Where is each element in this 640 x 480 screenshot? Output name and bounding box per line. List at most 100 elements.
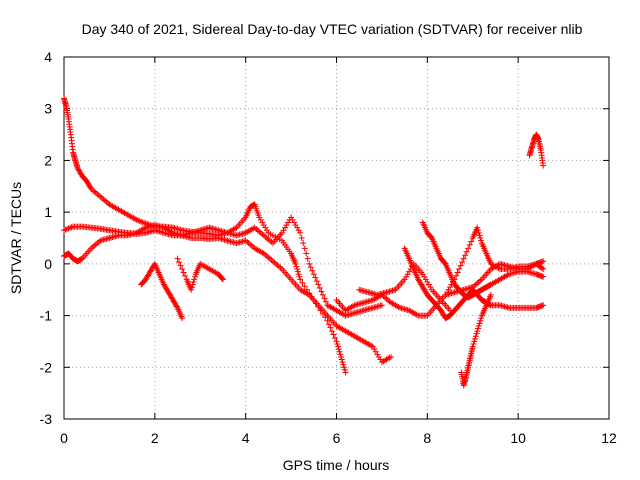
data-point — [333, 338, 340, 345]
series-trace-10 — [458, 291, 494, 389]
y-tick-label: 3 — [44, 101, 52, 117]
data-point — [453, 272, 460, 279]
data-point — [378, 302, 385, 309]
data-point — [294, 266, 301, 273]
data-point — [460, 255, 467, 262]
data-point — [306, 260, 313, 267]
data-points — [61, 95, 547, 389]
data-point — [465, 245, 472, 252]
data-point — [540, 273, 547, 280]
data-point — [328, 328, 335, 335]
data-point — [469, 343, 476, 350]
data-point — [487, 291, 494, 298]
data-point — [338, 353, 345, 360]
data-point — [540, 266, 547, 273]
data-point — [310, 271, 317, 278]
data-point — [476, 232, 483, 239]
data-point — [312, 274, 319, 281]
data-point — [477, 235, 484, 241]
gridlines — [64, 57, 609, 419]
data-point — [189, 281, 196, 288]
series-trace-9 — [442, 224, 547, 298]
data-point — [475, 227, 482, 234]
data-point — [316, 284, 323, 291]
series-trace-7 — [401, 245, 547, 322]
series-trace-11 — [526, 131, 547, 169]
data-point — [388, 353, 394, 360]
data-point — [304, 255, 311, 262]
x-tick-label: 0 — [60, 430, 68, 446]
data-point — [459, 259, 466, 266]
data-point — [335, 343, 342, 350]
data-point — [315, 281, 322, 288]
data-point — [457, 262, 464, 269]
data-point — [313, 278, 320, 285]
x-tick-label: 10 — [510, 430, 526, 446]
data-point — [468, 238, 475, 245]
data-point — [176, 259, 183, 266]
data-point — [191, 276, 198, 283]
data-point — [466, 241, 473, 248]
data-point — [296, 273, 303, 280]
data-point — [318, 288, 325, 295]
data-point — [300, 240, 307, 247]
data-point — [297, 229, 304, 236]
data-point — [292, 260, 299, 267]
y-tick-labels: -3 -2 -1 0 1 2 3 4 — [40, 49, 53, 427]
data-point — [327, 324, 334, 331]
data-point — [473, 330, 480, 337]
data-point — [540, 302, 547, 309]
data-point — [342, 369, 349, 376]
data-point — [475, 322, 482, 329]
data-point — [325, 321, 332, 328]
data-point — [188, 284, 195, 291]
y-tick-label: -2 — [40, 359, 53, 375]
x-tick-labels: 0 2 4 6 8 10 12 — [60, 430, 617, 446]
data-point — [456, 266, 463, 273]
data-point — [293, 263, 300, 270]
data-point — [478, 315, 485, 322]
data-point — [476, 320, 483, 327]
x-tick-label: 2 — [151, 430, 159, 446]
data-point — [319, 291, 326, 298]
data-point — [219, 276, 226, 283]
data-point — [472, 335, 479, 342]
data-point — [174, 255, 181, 262]
data-point — [298, 235, 305, 241]
data-point — [219, 275, 226, 282]
data-point — [540, 258, 547, 265]
data-point — [330, 331, 337, 338]
data-point — [301, 245, 308, 252]
data-point — [477, 317, 484, 324]
data-point — [303, 250, 310, 257]
series-trace-5 — [174, 255, 226, 293]
data-point — [299, 279, 306, 286]
y-tick-label: 1 — [44, 204, 52, 220]
data-point — [470, 341, 477, 348]
data-point — [295, 271, 302, 278]
data-point — [454, 269, 461, 276]
y-tick-label: 2 — [44, 152, 52, 168]
y-tick-label: -3 — [40, 411, 53, 427]
data-point — [341, 366, 348, 373]
data-point — [294, 268, 301, 275]
series-trace-4 — [138, 260, 186, 322]
data-point — [475, 325, 482, 332]
y-tick-label: 4 — [44, 49, 52, 65]
data-point — [540, 162, 547, 169]
data-point — [451, 276, 458, 283]
data-point — [336, 348, 343, 355]
x-tick-label: 12 — [601, 430, 617, 446]
data-point — [173, 303, 180, 310]
data-point — [191, 273, 198, 280]
axis-ticks — [63, 56, 610, 420]
data-point — [301, 283, 308, 290]
series-trace-12 — [356, 260, 454, 314]
series-trace-3 — [61, 214, 385, 319]
x-tick-label: 8 — [423, 430, 431, 446]
data-point — [309, 267, 316, 274]
series-trace-1 — [61, 95, 349, 376]
data-point — [463, 248, 470, 255]
data-point — [338, 356, 345, 363]
